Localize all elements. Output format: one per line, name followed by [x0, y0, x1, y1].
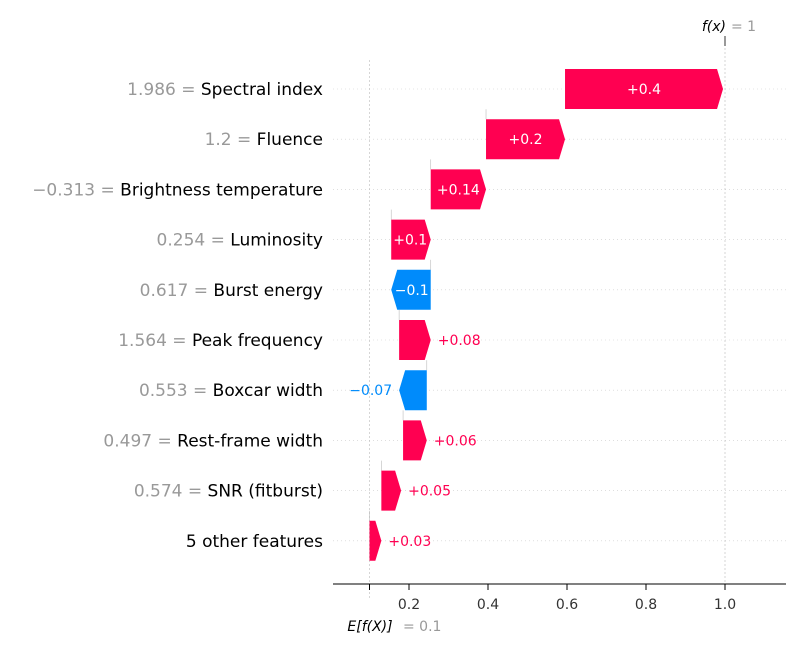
output-value-label: f(x) = 1: [702, 19, 756, 35]
feature-name: Fluence: [257, 130, 323, 150]
output-value-main: f(x): [702, 19, 726, 35]
feature-label: −0.313 = Brightness temperature: [32, 180, 323, 200]
equals-sign: =: [152, 431, 177, 451]
x-axis: 0.2 0.4 0.6 0.8 1.0: [333, 583, 786, 613]
feature-label: 0.553 = Boxcar width: [139, 381, 323, 401]
feature-name: Burst energy: [213, 281, 323, 301]
positive-contribution-bar: [381, 470, 402, 511]
equals-sign: =: [188, 281, 213, 301]
feature-label: 0.617 = Burst energy: [140, 281, 323, 301]
contribution-label: +0.4: [627, 82, 661, 98]
contribution-label: +0.03: [388, 534, 431, 550]
contribution-label: +0.06: [434, 433, 477, 449]
feature-value: 1.986: [127, 80, 176, 100]
feature-name: Spectral index: [201, 80, 323, 100]
feature-label: 0.254 = Luminosity: [157, 231, 323, 251]
feature-value: 0.497: [103, 431, 152, 451]
feature-name: Rest-frame width: [177, 431, 323, 451]
feature-name: SNR (fitburst): [208, 482, 323, 502]
feature-label: 0.497 = Rest-frame width: [103, 431, 323, 451]
contribution-label: +0.08: [438, 333, 481, 349]
contribution-label: +0.14: [437, 182, 480, 198]
equals-sign: =: [95, 180, 120, 200]
contribution-label: +0.05: [408, 484, 451, 500]
feature-label: 1.986 = Spectral index: [127, 80, 323, 100]
feature-name: 5 other features: [186, 532, 323, 552]
feature-name: Luminosity: [230, 231, 323, 251]
feature-value: 0.254: [157, 231, 206, 251]
feature-value: 1.564: [118, 331, 167, 351]
feature-labels: 1.986 = Spectral index 1.2 = Fluence −0.31…: [32, 80, 323, 552]
contribution-label: +0.2: [509, 132, 543, 148]
output-value-number: = 1: [731, 19, 756, 35]
x-tick-label: 0.2: [398, 597, 420, 613]
feature-name: Brightness temperature: [120, 180, 323, 200]
positive-contribution-bar: [399, 320, 431, 360]
base-value-number: = 0.1: [403, 619, 441, 635]
equals-sign: =: [232, 130, 257, 150]
feature-label: 0.574 = SNR (fitburst): [134, 482, 323, 502]
feature-label: 1.564 = Peak frequency: [118, 331, 323, 351]
feature-name: Boxcar width: [213, 381, 323, 401]
positive-contribution-bar: [391, 219, 431, 260]
negative-contribution-bar: [391, 269, 431, 310]
contribution-bars: +0.4 +0.2 +0.14 +0.1 −0.1 +0.08 −0.07 +0.06 +0.0…: [349, 69, 724, 561]
feature-label: 1.2 = Fluence: [205, 130, 323, 150]
feature-value: 0.617: [140, 281, 189, 301]
positive-contribution-bar: [369, 520, 382, 561]
equals-sign: =: [167, 331, 192, 351]
feature-value: 1.2: [205, 130, 232, 150]
feature-value: −0.313: [32, 180, 95, 200]
equals-sign: =: [182, 482, 207, 502]
positive-contribution-bar: [430, 169, 487, 210]
contribution-label: −0.1: [395, 283, 429, 299]
x-tick-label: 1.0: [714, 597, 736, 613]
negative-contribution-bar: [399, 370, 427, 411]
feature-value: 0.574: [134, 482, 183, 502]
equals-sign: =: [176, 80, 201, 100]
feature-label: 5 other features: [186, 532, 323, 552]
equals-sign: =: [188, 381, 213, 401]
reference-lines: [369, 36, 726, 598]
base-value-label: E[f(X)] = 0.1: [347, 619, 441, 635]
positive-contribution-bar: [486, 119, 566, 160]
base-value-main: E[f(X)]: [347, 619, 392, 635]
feature-name: Peak frequency: [192, 331, 323, 351]
x-tick-label: 0.8: [635, 597, 657, 613]
contribution-label: +0.1: [393, 233, 427, 249]
x-tick-label: 0.6: [556, 597, 578, 613]
x-tick-label: 0.4: [477, 597, 499, 613]
equals-sign: =: [205, 231, 230, 251]
positive-contribution-bar: [565, 69, 724, 109]
contribution-label: −0.07: [349, 383, 392, 399]
feature-value: 0.553: [139, 381, 188, 401]
positive-contribution-bar: [403, 420, 427, 461]
